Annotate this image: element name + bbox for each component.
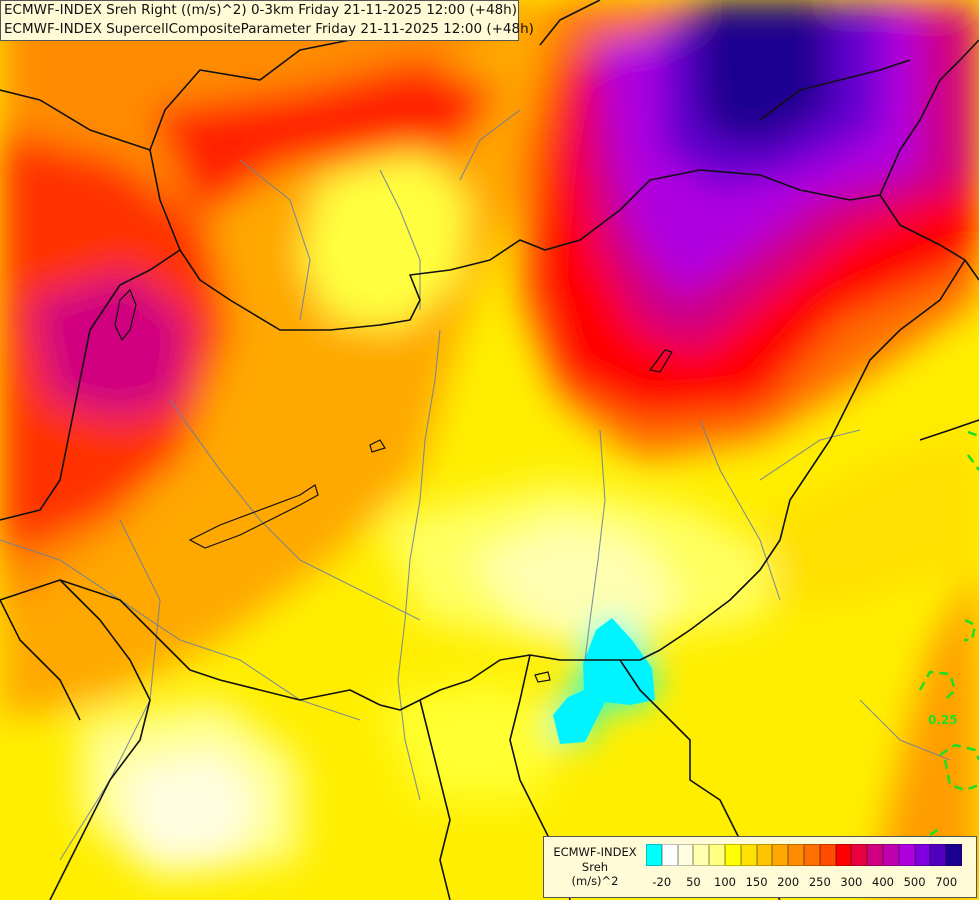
legend-tick-label: 150 [745,875,768,889]
legend-swatch [946,844,962,866]
legend-swatch [930,844,947,866]
legend-swatch [772,844,789,866]
legend-title-line1: ECMWF-INDEX [553,845,637,859]
legend-swatch [819,844,836,866]
contour-value-label: 0.25 [928,713,958,727]
legend-title-line3: (m/s)^2 [571,874,619,888]
legend-tick-label: 200 [777,875,800,889]
title-scp: ECMWF-INDEX SupercellCompositeParameter … [4,21,534,37]
lakes [114,288,673,683]
negative-sreh-patch [553,618,655,744]
scp-contours [918,430,979,837]
legend-swatch [724,844,741,866]
legend-swatch [677,844,694,866]
legend-tick-label: 100 [714,875,736,889]
lake-balaton [188,484,319,549]
legend-swatch [882,844,899,866]
legend-swatch [835,844,852,866]
legend-title-line2: Sreh [581,859,609,874]
map-title-box: ECMWF-INDEX Sreh Right ((m/s)^2) 0-3km F… [0,0,534,41]
legend-swatch [898,844,915,866]
legend-title: ECMWF-INDEX Sreh (m/s)^2 [548,845,642,889]
legend-tick-label: 500 [903,875,926,889]
legend-swatch [867,844,883,866]
legend-tick-label: 700 [935,875,958,889]
lake-neusiedl [114,288,137,342]
legend-swatch [788,844,804,866]
legend-swatch [661,844,678,866]
legend-swatches [646,844,962,866]
legend-swatch [693,844,710,866]
legend-tick-label: -20 [652,875,672,889]
title-sreh: ECMWF-INDEX Sreh Right ((m/s)^2) 0-3km F… [4,2,517,18]
legend-swatch [851,844,868,866]
legend-swatch [646,844,662,866]
legend-swatch [756,844,773,866]
legend-swatch [803,844,820,866]
legend-swatch [914,844,931,866]
legend-tick-label: 300 [840,875,863,889]
legend-tick-label: 250 [808,875,831,889]
color-legend: ECMWF-INDEX Sreh (m/s)^2 -20 50 100 150 200 2… [543,836,977,898]
legend-tick-label: 50 [686,875,701,889]
legend-ticks: -20 50 100 150 200 250 300 400 500 700 [646,875,966,891]
legend-tick-label: 400 [872,875,894,889]
legend-swatch [709,844,725,866]
legend-swatch [740,844,757,866]
